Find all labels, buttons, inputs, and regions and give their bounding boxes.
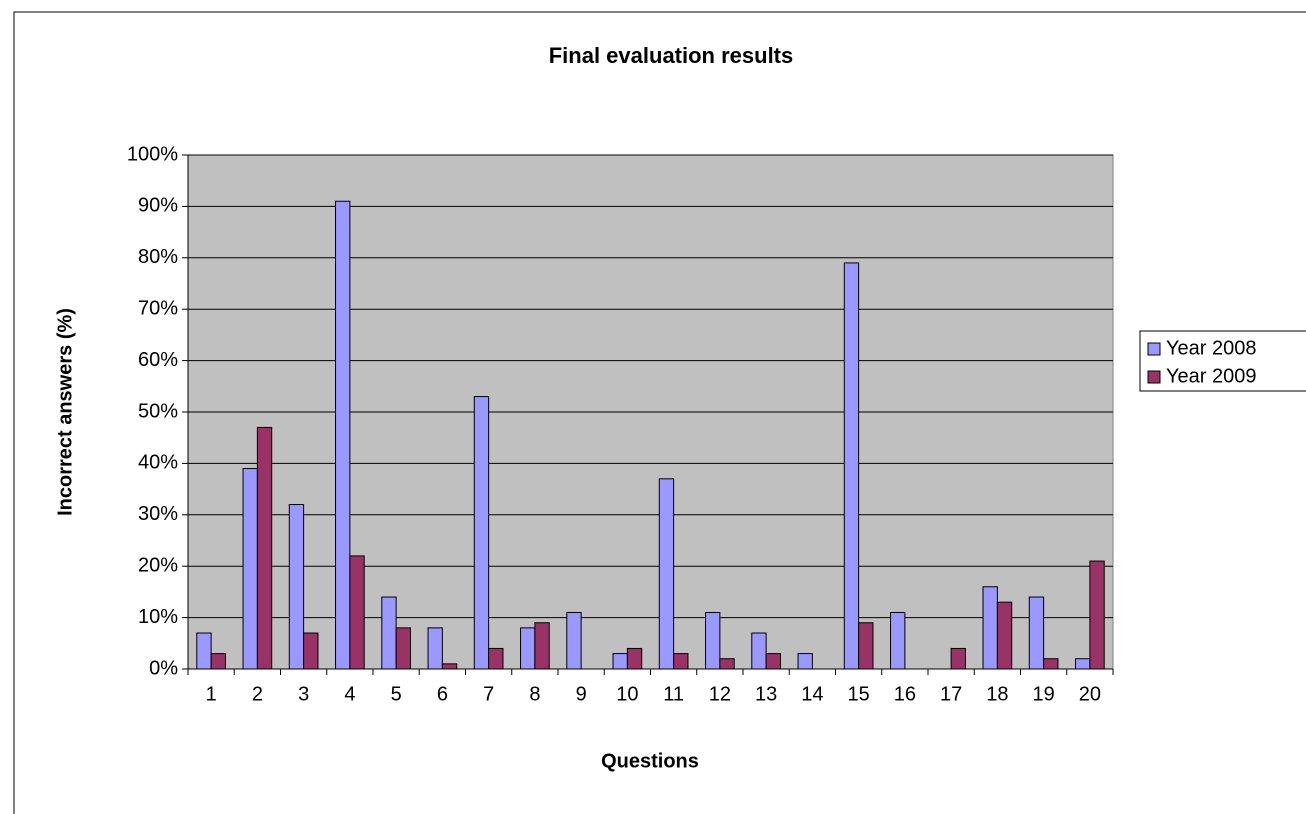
x-tick-label: 17 bbox=[940, 683, 962, 705]
bar bbox=[534, 622, 550, 670]
bar bbox=[349, 555, 365, 670]
x-tick-label: 5 bbox=[391, 683, 402, 705]
bar bbox=[612, 653, 628, 670]
x-tick-label: 6 bbox=[437, 683, 448, 705]
y-tick-label: 60% bbox=[138, 349, 178, 371]
x-tick-label: 13 bbox=[755, 683, 777, 705]
x-tick-label: 3 bbox=[298, 683, 309, 705]
legend-box bbox=[1139, 330, 1306, 392]
x-tick-label: 2 bbox=[252, 683, 263, 705]
bar bbox=[950, 647, 966, 670]
x-axis-label: Questions bbox=[601, 750, 699, 772]
y-tick-label: 0% bbox=[149, 657, 178, 679]
x-tick-label: 19 bbox=[1033, 683, 1055, 705]
x-tick-label: 15 bbox=[848, 683, 870, 705]
x-tick-label: 9 bbox=[576, 683, 587, 705]
bar bbox=[765, 653, 781, 670]
y-tick-label: 20% bbox=[138, 554, 178, 576]
bar bbox=[797, 653, 813, 670]
bar bbox=[473, 396, 490, 670]
x-tick-label: 8 bbox=[529, 683, 540, 705]
bar bbox=[626, 647, 643, 670]
bar bbox=[1089, 560, 1105, 670]
bar bbox=[673, 653, 689, 670]
bar bbox=[1075, 658, 1091, 670]
bar bbox=[890, 611, 906, 670]
y-tick-label: 40% bbox=[138, 452, 178, 474]
bar bbox=[843, 262, 860, 670]
legend-label: Year 2009 bbox=[1166, 365, 1256, 387]
chart-title: Final evaluation results bbox=[549, 43, 794, 68]
bar bbox=[982, 586, 998, 670]
x-tick-label: 16 bbox=[894, 683, 916, 705]
y-tick-label: 50% bbox=[138, 400, 178, 422]
bar bbox=[1028, 596, 1045, 670]
bar bbox=[395, 627, 411, 670]
x-tick-label: 10 bbox=[616, 683, 638, 705]
y-tick-label: 10% bbox=[138, 606, 178, 628]
bar bbox=[566, 611, 582, 670]
y-tick-label: 70% bbox=[138, 297, 178, 319]
legend-label: Year 2008 bbox=[1166, 337, 1256, 359]
bar bbox=[303, 632, 319, 670]
bar bbox=[658, 478, 675, 670]
bar bbox=[381, 596, 397, 670]
bar bbox=[196, 632, 212, 670]
y-tick-label: 30% bbox=[138, 503, 178, 525]
x-tick-label: 18 bbox=[986, 683, 1008, 705]
x-tick-label: 12 bbox=[709, 683, 731, 705]
legend-swatch bbox=[1147, 370, 1161, 384]
bar bbox=[335, 200, 351, 670]
bar bbox=[427, 627, 443, 670]
bar bbox=[751, 632, 767, 670]
bar bbox=[242, 468, 258, 670]
x-tick-label: 14 bbox=[801, 683, 823, 705]
y-tick-label: 80% bbox=[138, 246, 178, 268]
bar bbox=[996, 601, 1013, 670]
y-tick-label: 90% bbox=[138, 195, 178, 217]
bar bbox=[858, 622, 874, 670]
x-tick-label: 1 bbox=[206, 683, 217, 705]
y-axis-label: Incorrect answers (%) bbox=[54, 308, 76, 516]
bar bbox=[1043, 658, 1059, 670]
bar bbox=[441, 663, 458, 670]
x-tick-label: 20 bbox=[1079, 683, 1101, 705]
x-tick-label: 4 bbox=[344, 683, 355, 705]
bar bbox=[488, 647, 504, 670]
bar bbox=[705, 611, 721, 670]
bar bbox=[520, 627, 536, 670]
y-tick-label: 100% bbox=[127, 143, 178, 165]
legend-swatch bbox=[1147, 342, 1161, 356]
bar bbox=[210, 653, 226, 670]
x-tick-label: 11 bbox=[663, 683, 684, 705]
bar bbox=[288, 504, 305, 670]
bar bbox=[719, 658, 735, 670]
x-tick-label: 7 bbox=[483, 683, 494, 705]
bar bbox=[256, 426, 273, 670]
